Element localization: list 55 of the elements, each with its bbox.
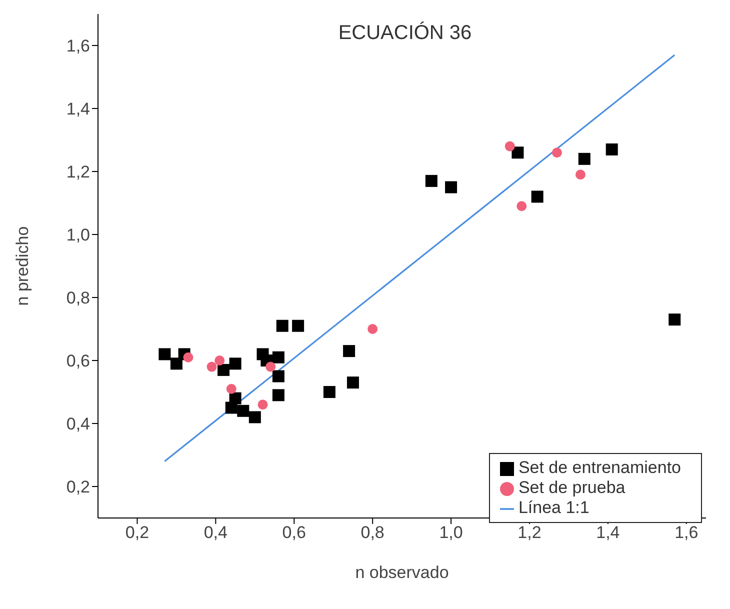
point — [229, 358, 242, 370]
point — [206, 362, 217, 372]
point — [504, 141, 515, 152]
x-tick-label: 1,4 — [596, 523, 620, 542]
point — [237, 404, 250, 417]
chart-title: ECUACIÓN 36 — [338, 22, 472, 44]
point — [552, 148, 562, 158]
y-tick-label: 0,8 — [66, 288, 90, 308]
x-tick-label: 1,6 — [674, 523, 698, 542]
point — [258, 400, 268, 410]
point — [575, 170, 586, 180]
point — [668, 314, 681, 326]
y-tick-label: 1,0 — [66, 226, 90, 245]
x-tick-label: 0,4 — [204, 523, 228, 542]
point — [606, 143, 618, 156]
x-tick-label: 1,0 — [439, 523, 463, 542]
legend-label: Set de prueba — [518, 478, 626, 497]
legend-label: Línea 1:1 — [518, 498, 590, 517]
y-axis-title: n predicho — [13, 226, 32, 306]
y-tick-label: 0,4 — [66, 414, 90, 434]
point — [248, 411, 261, 424]
point — [214, 356, 225, 366]
point — [343, 345, 356, 358]
point — [578, 152, 590, 165]
point — [183, 352, 194, 362]
point — [516, 201, 527, 212]
y-tick-label: 0,2 — [66, 478, 90, 497]
x-tick-label: 0,8 — [360, 523, 384, 542]
point — [512, 146, 524, 159]
point — [272, 351, 284, 364]
point — [445, 181, 458, 194]
point — [276, 320, 288, 332]
x-tick-label: 0,2 — [125, 523, 150, 542]
point — [346, 376, 359, 389]
point — [218, 364, 230, 376]
y-tick-label: 0,6 — [66, 352, 90, 371]
point — [368, 324, 378, 334]
point — [158, 348, 171, 360]
point — [225, 402, 238, 414]
point — [272, 370, 284, 382]
point — [425, 174, 438, 187]
point — [226, 384, 236, 394]
y-tick-label: 1,2 — [66, 162, 90, 182]
legend-label: Set de entrenamiento — [518, 458, 681, 477]
point — [292, 320, 304, 332]
x-tick-label: 1,2 — [518, 523, 542, 542]
point — [323, 386, 336, 398]
point — [170, 358, 182, 370]
point — [266, 362, 276, 372]
y-tick-label: 1,4 — [66, 100, 90, 119]
x-tick-label: 0,6 — [282, 523, 306, 542]
y-tick-label: 1,6 — [66, 36, 90, 56]
x-axis-title: n observado — [355, 563, 449, 582]
point — [272, 389, 284, 402]
point — [531, 190, 544, 203]
